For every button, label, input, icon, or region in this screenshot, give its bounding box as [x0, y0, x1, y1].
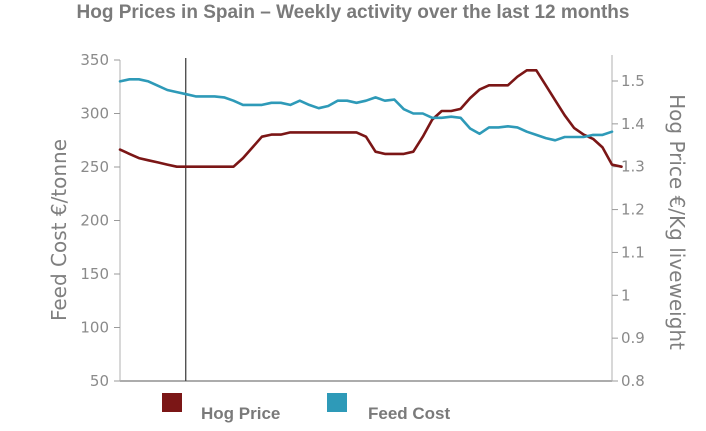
left-axis-ticks: 50 100 150 200 250 300 350: [80, 51, 120, 390]
right-tick-label: 0.9: [621, 329, 645, 347]
right-tick-label: 1.5: [621, 72, 645, 90]
left-tick-label: 50: [90, 372, 109, 390]
series-line-hog-price: [118, 69, 623, 168]
left-tick-label: 250: [80, 158, 109, 176]
left-tick-label: 150: [80, 265, 109, 283]
right-tick-label: 0.8: [621, 372, 645, 390]
right-tick-label: 1: [621, 286, 631, 304]
legend-swatch-hog-price: [162, 393, 182, 412]
legend: Hog Price Feed Cost: [162, 393, 451, 423]
right-tick-label: 1.4: [621, 115, 645, 133]
right-tick-label: 1.3: [621, 158, 645, 176]
legend-label-hog-price: Hog Price: [201, 404, 280, 423]
series-line-feed-cost: [118, 78, 614, 142]
left-tick-label: 300: [80, 105, 109, 123]
plot-area: [119, 55, 613, 382]
left-tick-label: 200: [80, 212, 109, 230]
legend-swatch-feed-cost: [327, 393, 347, 412]
left-axis-title: Feed Cost €/tonne: [47, 139, 71, 321]
chart-title: Hog Prices in Spain – Weekly activity ov…: [76, 2, 630, 23]
legend-label-feed-cost: Feed Cost: [368, 404, 451, 423]
right-tick-label: 1.1: [621, 243, 645, 261]
right-tick-label: 1.2: [621, 201, 645, 219]
left-tick-label: 350: [80, 51, 109, 69]
right-axis-title: Hog Price €/Kg liveweight: [665, 94, 689, 350]
right-axis-ticks: 0.8 0.9 1 1.1 1.2 1.3 1.4 1.5: [612, 72, 645, 390]
left-tick-label: 100: [80, 319, 109, 337]
series-layer: [118, 69, 623, 168]
